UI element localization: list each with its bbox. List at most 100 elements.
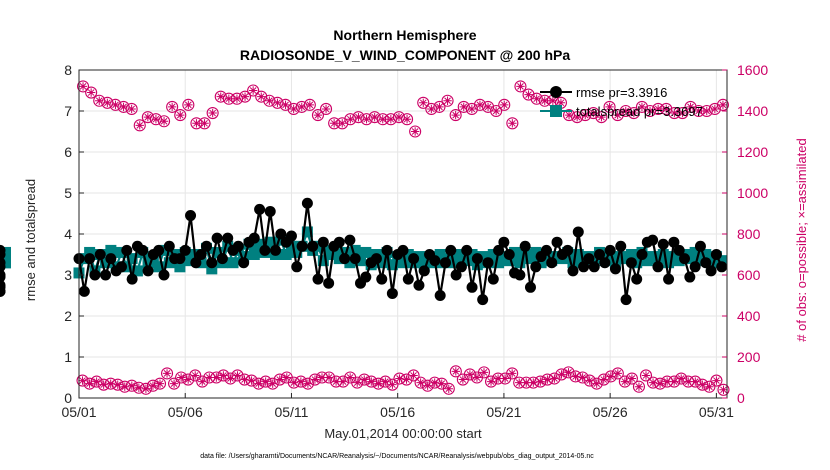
obs-assimilated-marker (324, 373, 334, 382)
obs-possible-marker (660, 102, 673, 115)
rmse-marker (519, 240, 531, 252)
totalspread-marker (716, 255, 728, 267)
obs-point (477, 366, 491, 379)
rmse-marker (503, 249, 515, 260)
rmse-marker (200, 240, 212, 252)
obs-point (400, 113, 414, 126)
obs-assimilated-marker (367, 377, 376, 386)
rmse-marker (153, 244, 165, 256)
obs-point (255, 90, 268, 103)
chart-subtitle: RADIOSONDE_V_WIND_COMPONENT @ 200 hPa (240, 47, 570, 63)
obs-point (109, 98, 122, 111)
totalspread-marker (657, 249, 669, 260)
obs-assimilated-marker (645, 106, 655, 116)
obs-point (555, 368, 568, 381)
obs-possible-marker (590, 377, 603, 390)
rmse-marker (551, 236, 563, 248)
rmse-marker (514, 269, 526, 281)
rmse-marker (652, 261, 664, 273)
obs-point (101, 96, 114, 109)
obs-possible-marker (76, 374, 89, 387)
obs-point (175, 371, 188, 384)
obs-point (224, 372, 237, 385)
obs-assimilated-marker (141, 384, 151, 393)
totalspread-marker (153, 261, 165, 273)
totalspread-marker (461, 255, 473, 267)
obs-assimilated-marker (127, 104, 136, 114)
rmse-marker (291, 261, 303, 273)
obs-possible-marker (675, 372, 688, 385)
obs-possible-marker (484, 375, 498, 388)
y-tick-label-right: 400 (737, 308, 761, 324)
y-tick-label-right: 600 (737, 267, 761, 283)
totalspread-marker (264, 236, 276, 248)
obs-assimilated-marker (159, 117, 169, 126)
obs-assimilated-marker (95, 96, 104, 105)
rmse-marker (594, 249, 606, 260)
obs-point (146, 379, 160, 392)
obs-possible-marker (514, 80, 527, 93)
x-axis-ticks: 05/01 05/06 05/11 05/16 05/21 05/26 05/31 (61, 393, 734, 420)
obs-possible-marker (604, 370, 617, 383)
totalspread-marker (434, 249, 446, 260)
rmse-marker (408, 253, 420, 265)
rmse-marker (185, 210, 197, 222)
obs-possible-marker (449, 365, 462, 378)
obs-possible-marker (421, 379, 434, 392)
rmse-marker (631, 273, 643, 285)
obs-possible-marker (583, 374, 596, 387)
y-tick-label-right: 1400 (737, 103, 768, 119)
obs-assimilated-marker (500, 374, 510, 383)
totalspread-marker (503, 255, 515, 267)
rmse-marker (578, 261, 590, 273)
obs-assimilated-marker (198, 377, 207, 386)
obs-point (247, 84, 260, 97)
x-tick-label: 05/01 (61, 404, 96, 420)
rmse-marker (434, 290, 446, 301)
obs-point (76, 374, 89, 387)
obs-assimilated-marker (641, 371, 651, 380)
obs-assimilated-marker (281, 100, 290, 110)
obs-point (266, 377, 279, 390)
rmse-marker (275, 228, 287, 240)
totalspread-marker (115, 246, 127, 258)
totalspread-marker (355, 255, 367, 267)
obs-point (252, 377, 265, 390)
obs-point (271, 96, 284, 109)
totalspread-marker (185, 255, 197, 267)
obs-assimilated-marker (113, 380, 122, 389)
obs-assimilated-marker (388, 380, 397, 389)
rmse-marker (386, 287, 398, 299)
obs-assimilated-marker (581, 110, 590, 120)
totalspread-marker (126, 253, 138, 265)
obs-assimilated-marker (297, 102, 306, 112)
rmse-marker (0, 261, 6, 273)
obs-point (506, 117, 519, 130)
obs-point (83, 377, 96, 390)
obs-point (158, 115, 171, 128)
rmse-marker (402, 273, 414, 285)
obs-assimilated-marker (669, 377, 679, 386)
obs-assimilated-marker (86, 88, 96, 97)
obs-possible-marker (618, 375, 631, 388)
totalspread-marker (254, 238, 266, 250)
obs-point (684, 100, 697, 113)
rmse-marker (663, 273, 675, 285)
y-tick-label-right: 200 (737, 349, 761, 365)
rmse-marker (562, 244, 574, 256)
chart-title: Northern Hemisphere (333, 27, 476, 43)
obs-assimilated-marker (718, 100, 728, 110)
totalspread-marker (567, 257, 579, 269)
obs-assimilated-marker (192, 119, 201, 128)
obs-assimilated-marker (712, 376, 721, 385)
obs-assimilated-marker (111, 100, 120, 110)
rmse-marker (466, 281, 478, 293)
obs-assimilated-marker (303, 379, 313, 388)
rmse-series-layer (0, 197, 728, 306)
obs-assimilated-marker (233, 371, 242, 380)
rmse-marker (524, 281, 536, 293)
obs-possible-marker (414, 376, 427, 389)
obs-possible-marker (386, 378, 399, 391)
obs-possible-marker (676, 107, 689, 120)
